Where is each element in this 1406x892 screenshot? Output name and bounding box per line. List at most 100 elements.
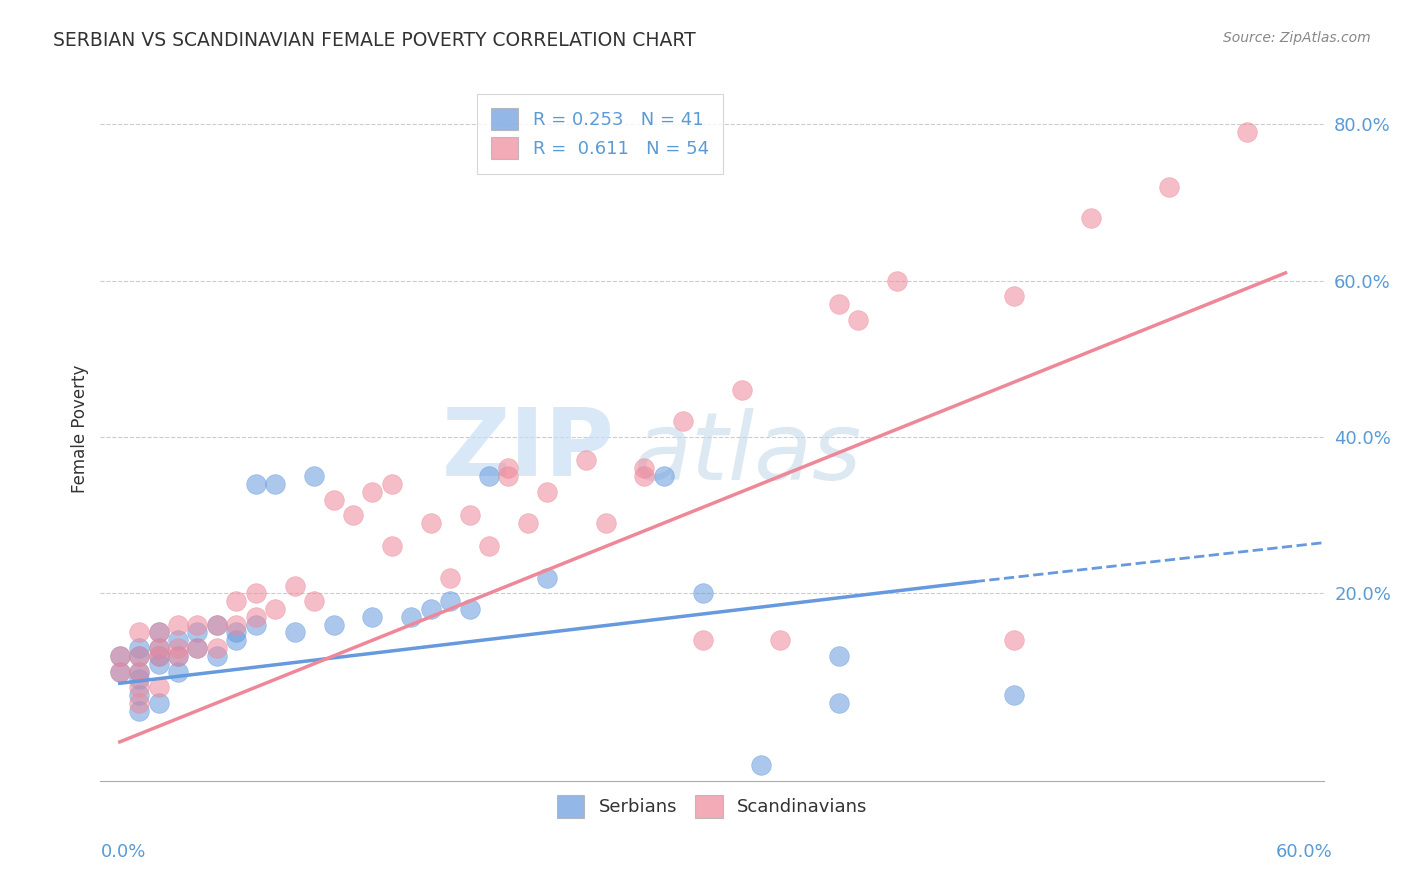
Point — [1157, 180, 1180, 194]
Point — [186, 625, 208, 640]
Point — [167, 648, 190, 663]
Text: Source: ZipAtlas.com: Source: ZipAtlas.com — [1223, 31, 1371, 45]
Point — [1236, 125, 1258, 139]
Point — [186, 641, 208, 656]
Point — [148, 680, 170, 694]
Point — [1002, 688, 1025, 702]
Point — [128, 688, 150, 702]
Point — [284, 578, 307, 592]
Point — [322, 617, 344, 632]
Point — [536, 571, 558, 585]
Point — [225, 594, 247, 608]
Point — [186, 617, 208, 632]
Point — [284, 625, 307, 640]
Point — [148, 657, 170, 671]
Point — [1080, 211, 1102, 226]
Point — [108, 665, 131, 679]
Point — [575, 453, 598, 467]
Point — [148, 641, 170, 656]
Point — [478, 469, 501, 483]
Text: SERBIAN VS SCANDINAVIAN FEMALE POVERTY CORRELATION CHART: SERBIAN VS SCANDINAVIAN FEMALE POVERTY C… — [53, 31, 696, 50]
Point — [167, 633, 190, 648]
Point — [108, 665, 131, 679]
Point — [128, 673, 150, 687]
Point — [827, 696, 849, 710]
Point — [827, 297, 849, 311]
Text: 0.0%: 0.0% — [101, 843, 146, 861]
Point — [439, 571, 461, 585]
Point — [128, 680, 150, 694]
Point — [128, 704, 150, 718]
Point — [322, 492, 344, 507]
Point — [245, 617, 267, 632]
Legend: Serbians, Scandinavians: Serbians, Scandinavians — [550, 789, 875, 825]
Point — [128, 665, 150, 679]
Point — [148, 696, 170, 710]
Point — [536, 484, 558, 499]
Point — [439, 594, 461, 608]
Point — [205, 617, 228, 632]
Point — [186, 641, 208, 656]
Point — [128, 648, 150, 663]
Point — [264, 602, 287, 616]
Point — [361, 610, 384, 624]
Y-axis label: Female Poverty: Female Poverty — [72, 365, 89, 493]
Point — [399, 610, 422, 624]
Point — [595, 516, 617, 530]
Point — [245, 586, 267, 600]
Point — [769, 633, 792, 648]
Point — [225, 617, 247, 632]
Point — [148, 625, 170, 640]
Point — [633, 469, 655, 483]
Point — [458, 508, 481, 523]
Point — [128, 625, 150, 640]
Point — [148, 648, 170, 663]
Point — [128, 665, 150, 679]
Text: ZIP: ZIP — [441, 404, 614, 496]
Point — [205, 648, 228, 663]
Point — [846, 312, 869, 326]
Point — [827, 648, 849, 663]
Point — [108, 648, 131, 663]
Point — [148, 641, 170, 656]
Point — [498, 461, 520, 475]
Point — [225, 625, 247, 640]
Point — [652, 469, 675, 483]
Point — [342, 508, 364, 523]
Point — [458, 602, 481, 616]
Point — [692, 633, 714, 648]
Point — [749, 758, 772, 772]
Point — [148, 648, 170, 663]
Point — [245, 610, 267, 624]
Point — [264, 477, 287, 491]
Point — [148, 625, 170, 640]
Point — [516, 516, 538, 530]
Point — [108, 648, 131, 663]
Point — [730, 383, 752, 397]
Point — [478, 540, 501, 554]
Point — [128, 641, 150, 656]
Point — [1002, 633, 1025, 648]
Point — [302, 469, 325, 483]
Point — [633, 461, 655, 475]
Point — [419, 516, 441, 530]
Point — [1002, 289, 1025, 303]
Point — [886, 274, 908, 288]
Point — [167, 665, 190, 679]
Point — [692, 586, 714, 600]
Point — [381, 477, 404, 491]
Point — [167, 648, 190, 663]
Point — [361, 484, 384, 499]
Point — [419, 602, 441, 616]
Point — [498, 469, 520, 483]
Point — [225, 633, 247, 648]
Text: 60.0%: 60.0% — [1277, 843, 1333, 861]
Point — [381, 540, 404, 554]
Point — [205, 617, 228, 632]
Point — [245, 477, 267, 491]
Point — [302, 594, 325, 608]
Point — [205, 641, 228, 656]
Point — [128, 696, 150, 710]
Text: atlas: atlas — [633, 409, 860, 500]
Point — [128, 648, 150, 663]
